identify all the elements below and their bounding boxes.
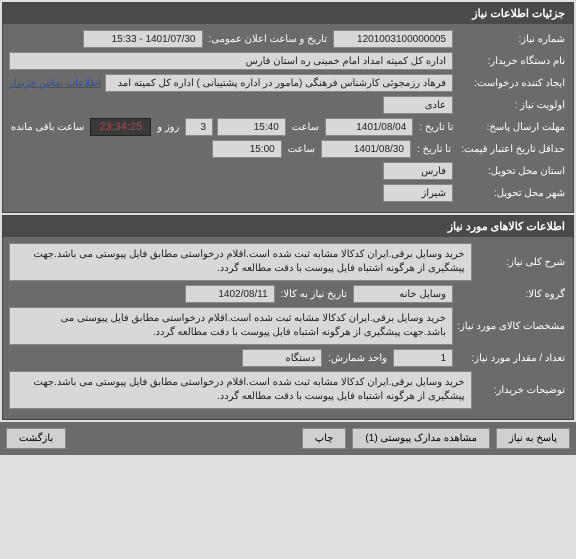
response-date-value: 1401/08/04: [325, 118, 413, 136]
row-creator: ایجاد کننده درخواست: فرهاد رزمجوئی کارشن…: [9, 74, 567, 92]
creator-label: ایجاد کننده درخواست:: [457, 78, 567, 89]
row-qty: تعداد / مقدار مورد نیاز: 1 واحد شمارش: د…: [9, 349, 567, 367]
spec-text: خرید وسایل برقی.ایران کدکالا مشابه ثبت ش…: [9, 307, 453, 345]
row-desc: شرح کلی نیاز: خرید وسایل برقی.ایران کدکا…: [9, 243, 567, 281]
public-date-value: 1401/07/30 - 15:33: [83, 30, 203, 48]
public-date-label: تاریخ و ساعت اعلان عمومی:: [207, 34, 330, 45]
need-number-value: 1201003100000005: [333, 30, 453, 48]
print-button[interactable]: چاپ: [302, 428, 347, 449]
back-button[interactable]: بازگشت: [6, 428, 66, 449]
unit-label: واحد شمارش:: [326, 353, 389, 364]
spec-label: مشخصات کالای مورد نیاز:: [457, 321, 567, 332]
row-priority: اولویت نیاز : عادی: [9, 96, 567, 114]
response-time-value: 15:40: [217, 118, 286, 136]
buyer-label: نام دستگاه خریدار:: [457, 56, 567, 67]
goods-header: اطلاعات کالاهای مورد نیاز: [3, 216, 573, 237]
province-label: استان محل تحویل:: [457, 166, 567, 177]
attachments-button[interactable]: مشاهده مدارک پیوستی (1): [352, 428, 490, 449]
button-row: پاسخ به نیاز مشاهده مدارک پیوستی (1) چاپ…: [0, 422, 576, 455]
buyer-note-label: توضیحات خریدار:: [476, 385, 567, 396]
days-text: روز و: [155, 122, 181, 133]
countdown-timer: 23:34:25: [90, 118, 151, 136]
city-label: شهر محل تحویل:: [457, 188, 567, 199]
hour-label-1: ساعت: [290, 122, 321, 133]
need-details-body: شماره نیاز: 1201003100000005 تاریخ و ساع…: [3, 24, 573, 212]
need-date-value: 1402/08/11: [185, 285, 275, 303]
days-remaining-value: 3: [185, 118, 213, 136]
qty-value: 1: [393, 349, 453, 367]
validity-date-value: 1401/08/30: [321, 140, 411, 158]
row-buyer-note: توضیحات خریدار: خرید وسایل برقی.ایران کد…: [9, 371, 567, 409]
group-label: گروه کالا:: [457, 289, 567, 300]
city-value: شیراز: [383, 184, 453, 202]
validity-label: حداقل تاریخ اعتبار قیمت:: [457, 144, 567, 155]
need-details-header: جزئیات اطلاعات نیاز: [3, 3, 573, 24]
desc-text: خرید وسایل برقی.ایران کدکالا مشابه ثبت ش…: [9, 243, 472, 281]
province-value: فارس: [383, 162, 453, 180]
until-label: تا تاریخ :: [417, 122, 455, 133]
group-value: وسایل خانه: [353, 285, 453, 303]
until-label-2: تا تاریخ :: [415, 144, 453, 155]
row-spec: مشخصات کالای مورد نیاز: خرید وسایل برقی.…: [9, 307, 567, 345]
goods-panel: اطلاعات کالاهای مورد نیاز شرح کلی نیاز: …: [2, 215, 574, 420]
desc-label: شرح کلی نیاز:: [476, 257, 567, 268]
button-spacer: [72, 428, 296, 449]
need-details-panel: جزئیات اطلاعات نیاز شماره نیاز: 12010031…: [2, 2, 574, 213]
need-date-label: تاریخ نیاز به کالا:: [279, 289, 349, 300]
priority-label: اولویت نیاز :: [457, 100, 567, 111]
need-number-label: شماره نیاز:: [457, 34, 567, 45]
row-validity: حداقل تاریخ اعتبار قیمت: تا تاریخ : 1401…: [9, 140, 567, 158]
goods-body: شرح کلی نیاز: خرید وسایل برقی.ایران کدکا…: [3, 237, 573, 419]
priority-value: عادی: [383, 96, 453, 114]
row-need-number: شماره نیاز: 1201003100000005 تاریخ و ساع…: [9, 30, 567, 48]
unit-value: دستگاه: [242, 349, 322, 367]
creator-value: فرهاد رزمجوئی کارشناس فرهنگی (مامور در ا…: [105, 74, 453, 92]
buyer-note-text: خرید وسایل برقی.ایران کدکالا مشابه ثبت ش…: [9, 371, 472, 409]
contact-link[interactable]: اطلاعات تماس خریدار: [9, 78, 101, 89]
row-group: گروه کالا: وسایل خانه تاریخ نیاز به کالا…: [9, 285, 567, 303]
row-province: استان محل تحویل: فارس: [9, 162, 567, 180]
response-deadline-label: مهلت ارسال پاسخ:: [459, 122, 567, 133]
remaining-text: ساعت باقی مانده: [9, 122, 86, 133]
row-buyer: نام دستگاه خریدار: اداره کل کمیته امداد …: [9, 52, 567, 70]
hour-label-2: ساعت: [286, 144, 317, 155]
buyer-value: اداره کل کمیته امداد امام خمینی ره استان…: [9, 52, 453, 70]
row-city: شهر محل تحویل: شیراز: [9, 184, 567, 202]
row-response-deadline: مهلت ارسال پاسخ: تا تاریخ : 1401/08/04 س…: [9, 118, 567, 136]
reply-button[interactable]: پاسخ به نیاز: [496, 428, 570, 449]
validity-time-value: 15:00: [212, 140, 282, 158]
qty-label: تعداد / مقدار مورد نیاز:: [457, 353, 567, 364]
